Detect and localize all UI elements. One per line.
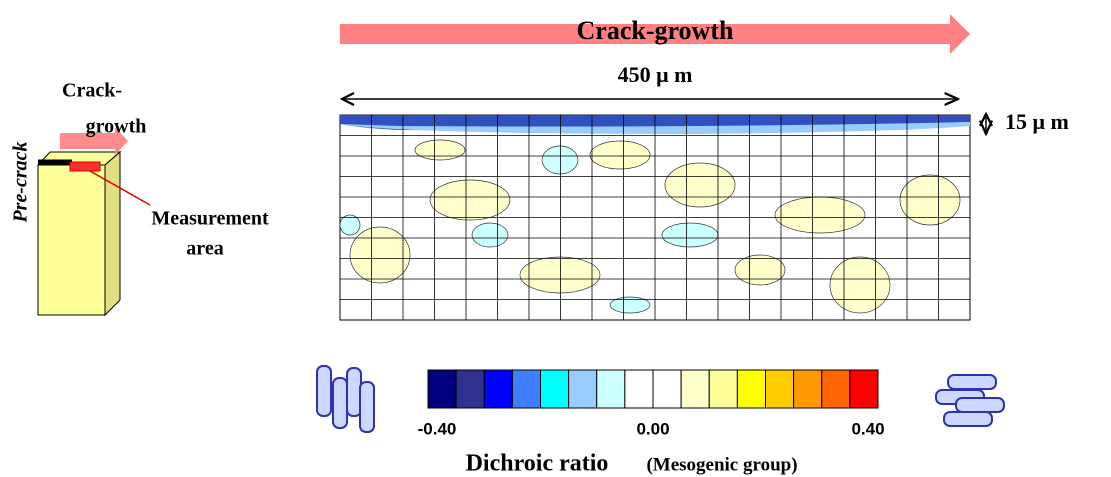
colorbar-cell bbox=[540, 369, 570, 409]
horizontal-molecules-icon bbox=[935, 374, 1005, 427]
crack-growth-arrow bbox=[340, 14, 970, 54]
colorbar-cell bbox=[652, 369, 682, 409]
colorbar-cell bbox=[849, 369, 879, 409]
colorbar-cell bbox=[568, 369, 598, 409]
specimen bbox=[36, 127, 151, 317]
colorbar-title: Dichroic ratio bbox=[466, 451, 609, 477]
colorbar-cell bbox=[596, 369, 626, 409]
width-label: 450 μ m bbox=[618, 62, 693, 87]
growth-label: growth bbox=[86, 116, 147, 138]
colorbar-cell bbox=[708, 369, 738, 409]
vertical-molecules-icon bbox=[316, 365, 375, 433]
colorbar-cell bbox=[680, 369, 710, 409]
colorbar-cell bbox=[624, 369, 654, 409]
colorbar-cell bbox=[483, 369, 513, 409]
contour-map bbox=[339, 114, 971, 321]
colorbar-cell bbox=[821, 369, 851, 409]
colorbar bbox=[427, 369, 879, 409]
arrow-label: Crack-growth bbox=[577, 16, 734, 45]
precrack-label: Pre-crack bbox=[10, 141, 32, 223]
depth-label: 15 μ m bbox=[1005, 109, 1069, 134]
measurement-label: Measurement bbox=[151, 208, 269, 230]
colorbar-cell bbox=[427, 369, 457, 409]
measurement-label: area bbox=[186, 238, 223, 260]
colorbar-cell bbox=[736, 369, 766, 409]
colorbar-tick-label: -0.40 bbox=[418, 419, 457, 438]
colorbar-tick-label: 0.00 bbox=[636, 419, 669, 438]
colorbar-cell bbox=[511, 369, 541, 409]
colorbar-subtitle: (Mesogenic group) bbox=[646, 454, 797, 475]
growth-label: Crack- bbox=[62, 80, 122, 102]
colorbar-tick-label: 0.40 bbox=[851, 419, 884, 438]
colorbar-cell bbox=[793, 369, 823, 409]
colorbar-cell bbox=[455, 369, 485, 409]
colorbar-cell bbox=[765, 369, 795, 409]
